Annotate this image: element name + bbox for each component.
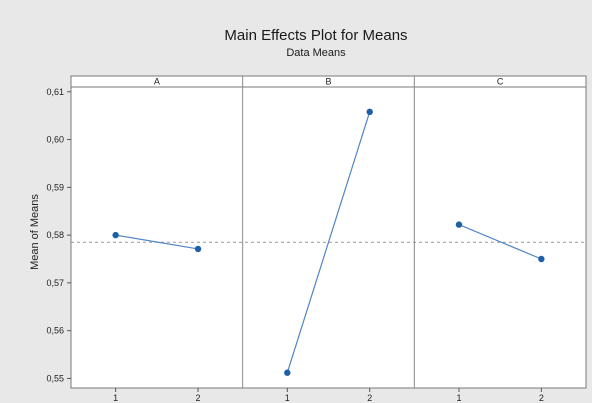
panel-label: A — [154, 77, 160, 87]
y-tick-label: 0,55 — [46, 373, 64, 383]
y-axis-title: Mean of Means — [29, 194, 41, 270]
data-point — [112, 231, 119, 239]
data-point — [194, 245, 202, 253]
y-tick-label: 0,61 — [46, 87, 64, 97]
y-tick-label: 0,60 — [46, 135, 64, 145]
x-tick-label: 2 — [196, 393, 201, 403]
x-tick-label: 2 — [539, 393, 544, 403]
series-line — [115, 234, 199, 250]
y-tick-label: 0,57 — [46, 278, 64, 288]
series-line — [286, 111, 371, 373]
data-point — [366, 108, 373, 116]
x-tick-label: 1 — [456, 393, 461, 403]
y-tick-label: 0,59 — [46, 182, 64, 192]
data-point — [284, 369, 291, 376]
chart-subtitle: Data Means — [286, 47, 346, 59]
plot-area: 0,61 0,60 0,59 0,58 0,57 0,56 0,55 A 1 2 B 1 2 C 1 2 — [46, 75, 587, 403]
y-tick-label: 0,56 — [46, 326, 64, 336]
panel-label: C — [497, 77, 504, 87]
data-point — [538, 255, 545, 263]
chart-title: Main Effects Plot for Means — [224, 27, 407, 44]
x-tick-label: 1 — [285, 393, 290, 403]
x-tick-label: 2 — [367, 393, 372, 403]
y-tick-label: 0,58 — [46, 230, 64, 240]
panel-header-strip — [70, 75, 587, 88]
panel-label: B — [325, 77, 331, 87]
series-line — [458, 224, 542, 260]
data-point — [455, 221, 463, 228]
x-tick-label: 1 — [113, 393, 118, 403]
plot-background — [70, 86, 587, 389]
